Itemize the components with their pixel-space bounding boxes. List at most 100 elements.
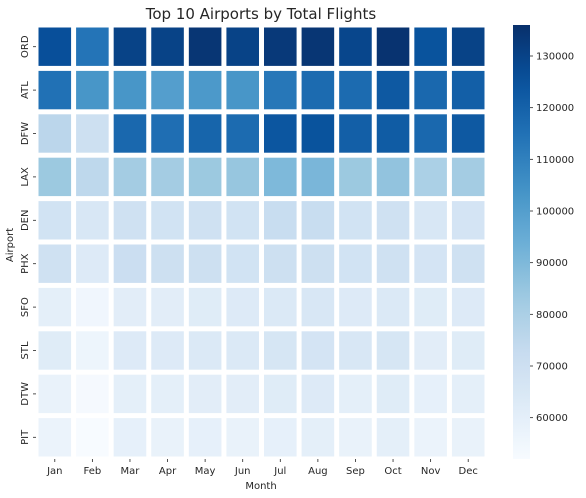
y-tick-label-PHX: PHX	[20, 253, 31, 274]
colorbar-tick-label-130000: 130000	[536, 52, 574, 63]
cell-DEN-Nov	[414, 201, 447, 239]
cell-ATL-Dec	[452, 71, 485, 109]
cell-DTW-Apr	[151, 375, 184, 413]
cell-ATL-Aug	[302, 71, 335, 109]
cell-PIT-May	[189, 418, 222, 456]
cell-DEN-Dec	[452, 201, 485, 239]
cell-PIT-Dec	[452, 418, 485, 456]
cell-SFO-Jun	[226, 288, 259, 326]
x-tick-label-Oct: Oct	[384, 466, 401, 477]
x-tick-label-Feb: Feb	[84, 466, 102, 477]
cell-ORD-May	[189, 28, 222, 66]
cell-DTW-Jan	[39, 375, 72, 413]
cell-SFO-Oct	[377, 288, 410, 326]
cell-STL-Jan	[39, 331, 72, 369]
cell-SFO-Dec	[452, 288, 485, 326]
cell-ATL-Jan	[39, 71, 72, 109]
colorbar	[513, 25, 530, 459]
cell-PIT-Nov	[414, 418, 447, 456]
cell-SFO-Jul	[264, 288, 297, 326]
x-tick-label-Jul: Jul	[273, 466, 286, 477]
cell-PHX-Sep	[339, 245, 372, 283]
cell-PIT-Sep	[339, 418, 372, 456]
cell-STL-Jul	[264, 331, 297, 369]
cell-DFW-Sep	[339, 114, 372, 152]
cell-PHX-Mar	[114, 245, 147, 283]
cell-DFW-May	[189, 114, 222, 152]
y-tick-label-ATL: ATL	[20, 81, 31, 99]
cell-ATL-Jun	[226, 71, 259, 109]
cell-LAX-Oct	[377, 158, 410, 196]
colorbar-tick-label-70000: 70000	[536, 362, 568, 373]
x-tick-label-Aug: Aug	[308, 466, 328, 477]
cell-SFO-Nov	[414, 288, 447, 326]
cell-DFW-Dec	[452, 114, 485, 152]
cell-ORD-Nov	[414, 28, 447, 66]
colorbar-tick-label-90000: 90000	[536, 258, 568, 269]
cell-ATL-Nov	[414, 71, 447, 109]
y-tick-label-STL: STL	[20, 341, 31, 359]
cell-DTW-Mar	[114, 375, 147, 413]
cell-ATL-Oct	[377, 71, 410, 109]
colorbar-ticks: 60000 70000 80000 90000 100000 110000 120000 13…	[530, 52, 574, 425]
x-tick-label-Mar: Mar	[121, 466, 141, 477]
cell-PIT-Jun	[226, 418, 259, 456]
cell-STL-Feb	[76, 331, 109, 369]
cell-PIT-Mar	[114, 418, 147, 456]
cell-ATL-May	[189, 71, 222, 109]
cell-LAX-Jul	[264, 158, 297, 196]
cell-PHX-Jul	[264, 245, 297, 283]
cell-DTW-Sep	[339, 375, 372, 413]
cell-DFW-Oct	[377, 114, 410, 152]
cell-DTW-Dec	[452, 375, 485, 413]
cell-PHX-Jun	[226, 245, 259, 283]
x-tick-label-Nov: Nov	[421, 466, 441, 477]
cell-ORD-Feb	[76, 28, 109, 66]
cell-STL-Nov	[414, 331, 447, 369]
y-tick-label-DTW: DTW	[20, 382, 31, 406]
cell-PHX-Aug	[302, 245, 335, 283]
cell-LAX-Jan	[39, 158, 72, 196]
cell-DTW-Aug	[302, 375, 335, 413]
x-tick-labels: Jan Feb Mar Apr May Jun Jul Aug Sep Oct Nov Dec	[46, 459, 478, 477]
cell-DFW-Aug	[302, 114, 335, 152]
x-axis-label: Month	[245, 481, 276, 492]
cell-DEN-Jun	[226, 201, 259, 239]
colorbar-tick-label-120000: 120000	[536, 103, 574, 114]
cell-DFW-Jan	[39, 114, 72, 152]
cell-ATL-Feb	[76, 71, 109, 109]
cell-ORD-Apr	[151, 28, 184, 66]
cell-LAX-Aug	[302, 158, 335, 196]
x-tick-label-Dec: Dec	[459, 466, 478, 477]
y-axis-label: Airport	[5, 228, 16, 262]
cell-DFW-Apr	[151, 114, 184, 152]
x-tick-label-Jun: Jun	[234, 466, 251, 477]
cell-STL-May	[189, 331, 222, 369]
chart-title: Top 10 Airports by Total Flights	[145, 5, 377, 23]
cell-DTW-Nov	[414, 375, 447, 413]
y-tick-label-DEN: DEN	[20, 210, 31, 232]
colorbar-tick-label-110000: 110000	[536, 155, 574, 166]
cell-PIT-Jan	[39, 418, 72, 456]
cell-LAX-Nov	[414, 158, 447, 196]
cell-ATL-Jul	[264, 71, 297, 109]
cell-ORD-Aug	[302, 28, 335, 66]
cell-ORD-Jul	[264, 28, 297, 66]
cell-LAX-Mar	[114, 158, 147, 196]
y-tick-label-PIT: PIT	[20, 429, 31, 445]
y-tick-label-ORD: ORD	[20, 35, 31, 58]
cell-LAX-Apr	[151, 158, 184, 196]
cell-PHX-Oct	[377, 245, 410, 283]
cell-STL-Dec	[452, 331, 485, 369]
cell-PIT-Oct	[377, 418, 410, 456]
cell-SFO-Aug	[302, 288, 335, 326]
cell-PIT-Jul	[264, 418, 297, 456]
cell-SFO-Mar	[114, 288, 147, 326]
y-tick-label-SFO: SFO	[20, 297, 31, 317]
cell-DFW-Jun	[226, 114, 259, 152]
cell-STL-Mar	[114, 331, 147, 369]
cell-ATL-Mar	[114, 71, 147, 109]
cell-DEN-May	[189, 201, 222, 239]
cell-ATL-Apr	[151, 71, 184, 109]
